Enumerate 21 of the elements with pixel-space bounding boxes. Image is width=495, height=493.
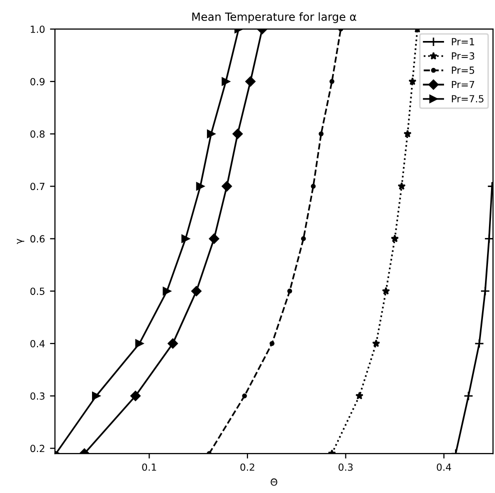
y-tick-label: 0.2 — [30, 444, 44, 452]
y-tick-label: 0.5 — [30, 288, 44, 295]
legend-label: Pr=5 — [452, 66, 474, 74]
y-tick-label: 0.9 — [30, 78, 45, 86]
x-tick-label: 0.1 — [142, 463, 156, 471]
x-axis-title: Θ — [270, 478, 278, 486]
chart-title: Mean Temperature for large α — [192, 12, 356, 24]
y-tick-label: 0.8 — [30, 130, 45, 138]
legend-label: Pr=3 — [452, 52, 474, 60]
y-tick-label: 0.4 — [30, 340, 45, 348]
y-tick-label: 1.0 — [30, 26, 45, 33]
y-tick-label: 0.6 — [30, 235, 45, 243]
x-tick-label: 0.4 — [436, 463, 452, 471]
legend-label: Pr=7 — [452, 80, 474, 88]
legend-label: Pr=1 — [452, 38, 474, 46]
y-tick-label: 0.3 — [30, 392, 44, 400]
y-tick-label: 0.7 — [30, 182, 44, 190]
y-axis-title: γ — [16, 238, 24, 244]
legend-label: Pr=7.5 — [452, 95, 484, 102]
x-tick-label: 0.2 — [240, 463, 254, 471]
x-tick-label: 0.3 — [338, 463, 353, 471]
